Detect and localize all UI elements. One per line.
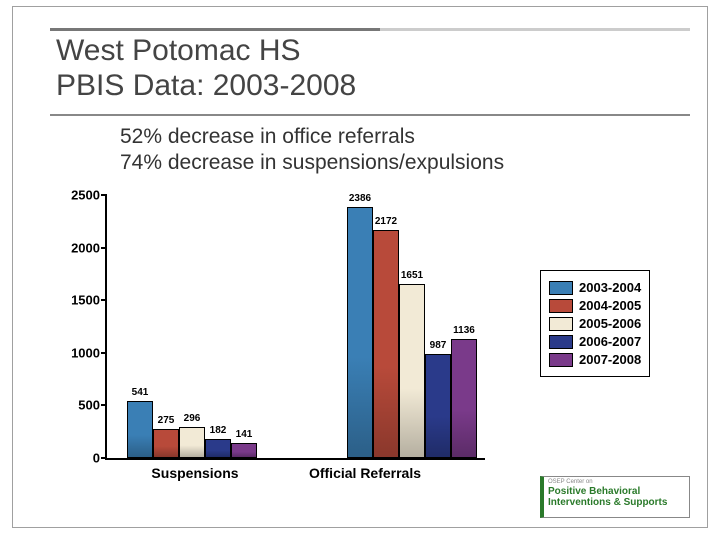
legend-item: 2004-2005	[549, 298, 641, 313]
legend-swatch	[549, 353, 573, 367]
legend-item: 2006-2007	[549, 334, 641, 349]
y-tick	[101, 194, 107, 196]
bar-value-label: 2386	[348, 193, 372, 204]
bar-value-label: 541	[128, 387, 152, 398]
bar-value-label: 987	[426, 340, 450, 351]
logo-line2: Interventions & Supports	[548, 497, 685, 508]
x-category-label: Official Referrals	[309, 465, 421, 481]
legend-label: 2004-2005	[579, 298, 641, 313]
legend-label: 2005-2006	[579, 316, 641, 331]
legend-item: 2003-2004	[549, 280, 641, 295]
bar-value-label: 275	[154, 415, 178, 426]
y-tick	[101, 352, 107, 354]
y-tick-label: 0	[93, 451, 100, 466]
slide-title: West Potomac HS PBIS Data: 2003-2008	[56, 34, 356, 103]
chart-legend: 2003-2004 2004-2005 2005-2006 2006-2007 2007…	[540, 270, 650, 377]
legend-swatch	[549, 335, 573, 349]
bar: 2172	[373, 230, 399, 458]
title-rule-dark	[50, 28, 380, 31]
bar-value-label: 296	[180, 413, 204, 424]
bar: 141	[231, 443, 257, 458]
bar-value-label: 141	[232, 429, 256, 440]
title-line1: West Potomac HS	[56, 34, 301, 67]
pbis-logo: OSEP Center on Positive Behavioral Inter…	[540, 476, 690, 518]
subtitle-block: 52% decrease in office referrals 74% dec…	[120, 124, 504, 177]
bar-value-label: 182	[206, 425, 230, 436]
y-tick	[101, 404, 107, 406]
legend-swatch	[549, 317, 573, 331]
bar-chart: 5412752961821412386217216519871136 05001…	[50, 190, 540, 500]
bar: 275	[153, 429, 179, 458]
y-tick-label: 1000	[71, 345, 100, 360]
subtitle-1: 52% decrease in office referrals	[120, 124, 504, 150]
bar: 2386	[347, 207, 373, 458]
legend-label: 2003-2004	[579, 280, 641, 295]
y-tick	[101, 299, 107, 301]
bar-value-label: 1136	[452, 325, 476, 336]
bar-value-label: 2172	[374, 216, 398, 227]
bar: 1651	[399, 284, 425, 458]
title-rule-light	[380, 28, 690, 31]
bar: 987	[425, 354, 451, 458]
legend-swatch	[549, 281, 573, 295]
legend-item: 2007-2008	[549, 352, 641, 367]
bar: 541	[127, 401, 153, 458]
bar: 1136	[451, 339, 477, 459]
title-underline	[50, 114, 690, 116]
y-tick	[101, 247, 107, 249]
legend-label: 2007-2008	[579, 352, 641, 367]
legend-swatch	[549, 299, 573, 313]
legend-item: 2005-2006	[549, 316, 641, 331]
legend-label: 2006-2007	[579, 334, 641, 349]
subtitle-2: 74% decrease in suspensions/expulsions	[120, 150, 504, 176]
y-tick-label: 1500	[71, 293, 100, 308]
y-tick-label: 500	[78, 398, 100, 413]
x-category-label: Suspensions	[151, 465, 238, 481]
bar: 296	[179, 427, 205, 458]
y-tick-label: 2000	[71, 240, 100, 255]
y-tick	[101, 457, 107, 459]
title-line2: PBIS Data: 2003-2008	[56, 69, 356, 102]
y-tick-label: 2500	[71, 188, 100, 203]
logo-line1: Positive Behavioral	[548, 486, 685, 497]
plot-area: 5412752961821412386217216519871136	[105, 195, 485, 460]
bar-value-label: 1651	[400, 270, 424, 281]
bar: 182	[205, 439, 231, 458]
